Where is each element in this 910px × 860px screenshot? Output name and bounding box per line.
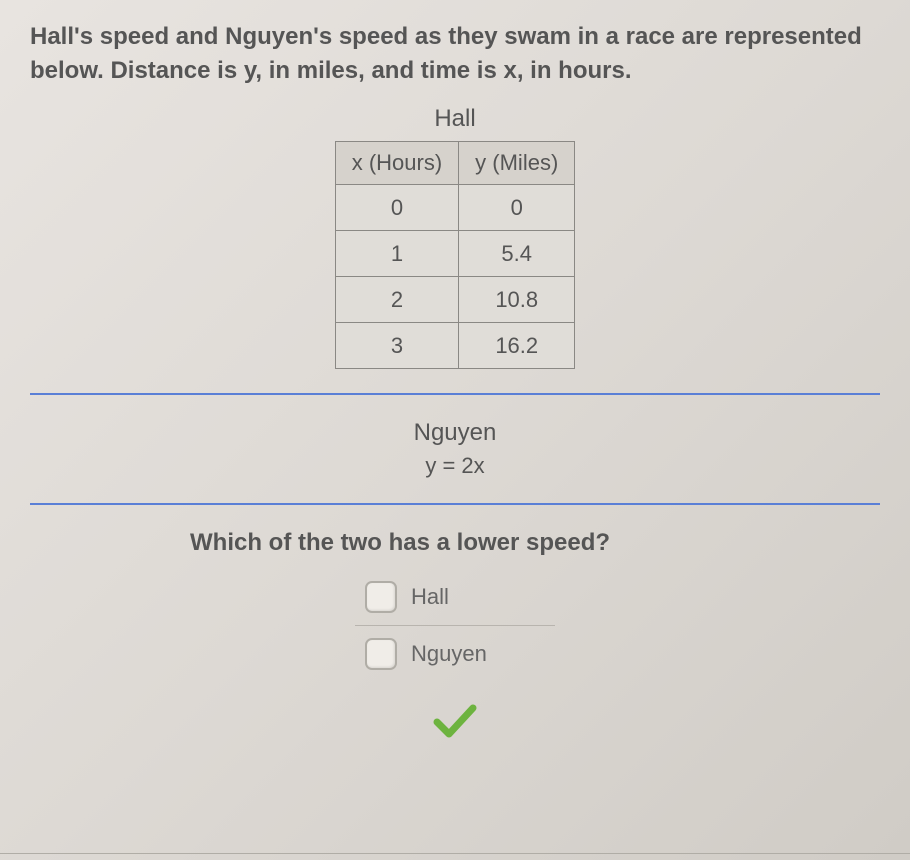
question-text: Which of the two has a lower speed? [30,529,880,557]
nguyen-equation: y = 2x [30,453,880,479]
hall-title: Hall [434,105,475,133]
col-header-y: y (Miles) [459,142,575,185]
col-header-x: x (Hours) [335,142,458,185]
checkbox-icon[interactable] [365,638,397,670]
table-row: 3 16.2 [335,323,575,369]
checkmark-icon [431,700,479,740]
table-row: 0 0 [335,185,575,231]
divider [30,393,880,395]
checkbox-icon[interactable] [365,581,397,613]
divider [30,503,880,505]
cell: 0 [459,185,575,231]
options-group: Hall Nguyen [30,575,880,676]
problem-prompt: Hall's speed and Nguyen's speed as they … [30,20,880,87]
cell: 3 [335,323,458,369]
nguyen-title: Nguyen [30,419,880,447]
option-hall[interactable]: Hall [365,575,545,619]
cell: 5.4 [459,231,575,277]
cell: 0 [335,185,458,231]
cell: 1 [335,231,458,277]
nguyen-section: Nguyen y = 2x [30,419,880,479]
cell: 10.8 [459,277,575,323]
option-label: Hall [411,584,449,610]
option-label: Nguyen [411,641,487,667]
hall-section: Hall x (Hours) y (Miles) 0 0 1 5.4 2 10.… [30,105,880,369]
option-divider [355,625,555,626]
bottom-divider [0,853,910,854]
option-nguyen[interactable]: Nguyen [365,632,545,676]
table-row: 1 5.4 [335,231,575,277]
table-row: 2 10.8 [335,277,575,323]
cell: 2 [335,277,458,323]
hall-table: x (Hours) y (Miles) 0 0 1 5.4 2 10.8 3 1… [335,141,576,369]
cell: 16.2 [459,323,575,369]
submit-check-button[interactable] [30,700,880,740]
